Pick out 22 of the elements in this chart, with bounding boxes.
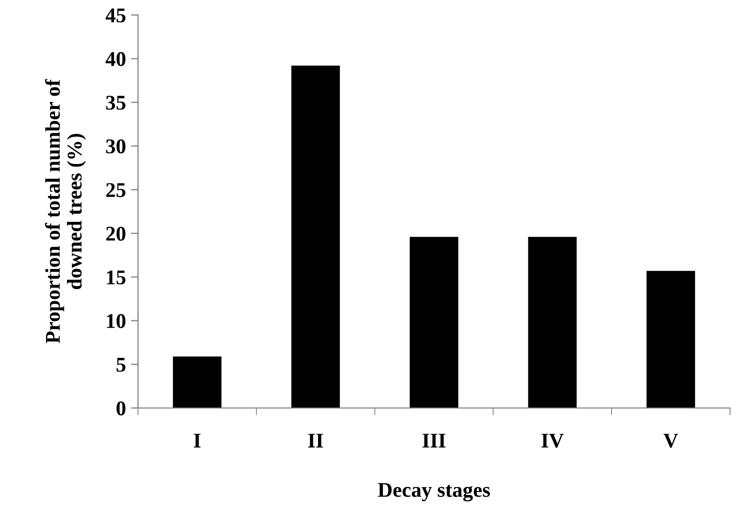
bar [528,236,577,408]
bar [172,356,222,408]
y-tick-label: 25 [106,183,126,198]
x-tick-label: II [308,434,324,448]
y-tick-label: 20 [106,226,126,241]
y-tick-label: 0 [116,401,126,416]
y-tick-label: 40 [106,52,126,66]
y-tick-label: 45 [106,8,126,22]
y-tick-label: 15 [107,270,126,284]
x-axis-title: Decay stages [378,483,490,502]
x-tick-label: V [664,434,678,448]
y-tick-label: 5 [116,358,126,372]
y-tick-label: 35 [106,96,126,110]
bar [646,270,696,408]
y-tick-label: 10 [107,314,126,328]
x-tick-label: IV [542,434,564,448]
y-axis-title: Proportion of total number of downed trees (%) [45,79,86,344]
x-tick-label: III [422,434,446,448]
bar [291,66,340,408]
bar [410,236,458,408]
y-tick-label: 30 [106,139,126,154]
x-tick-label: I [194,434,201,448]
